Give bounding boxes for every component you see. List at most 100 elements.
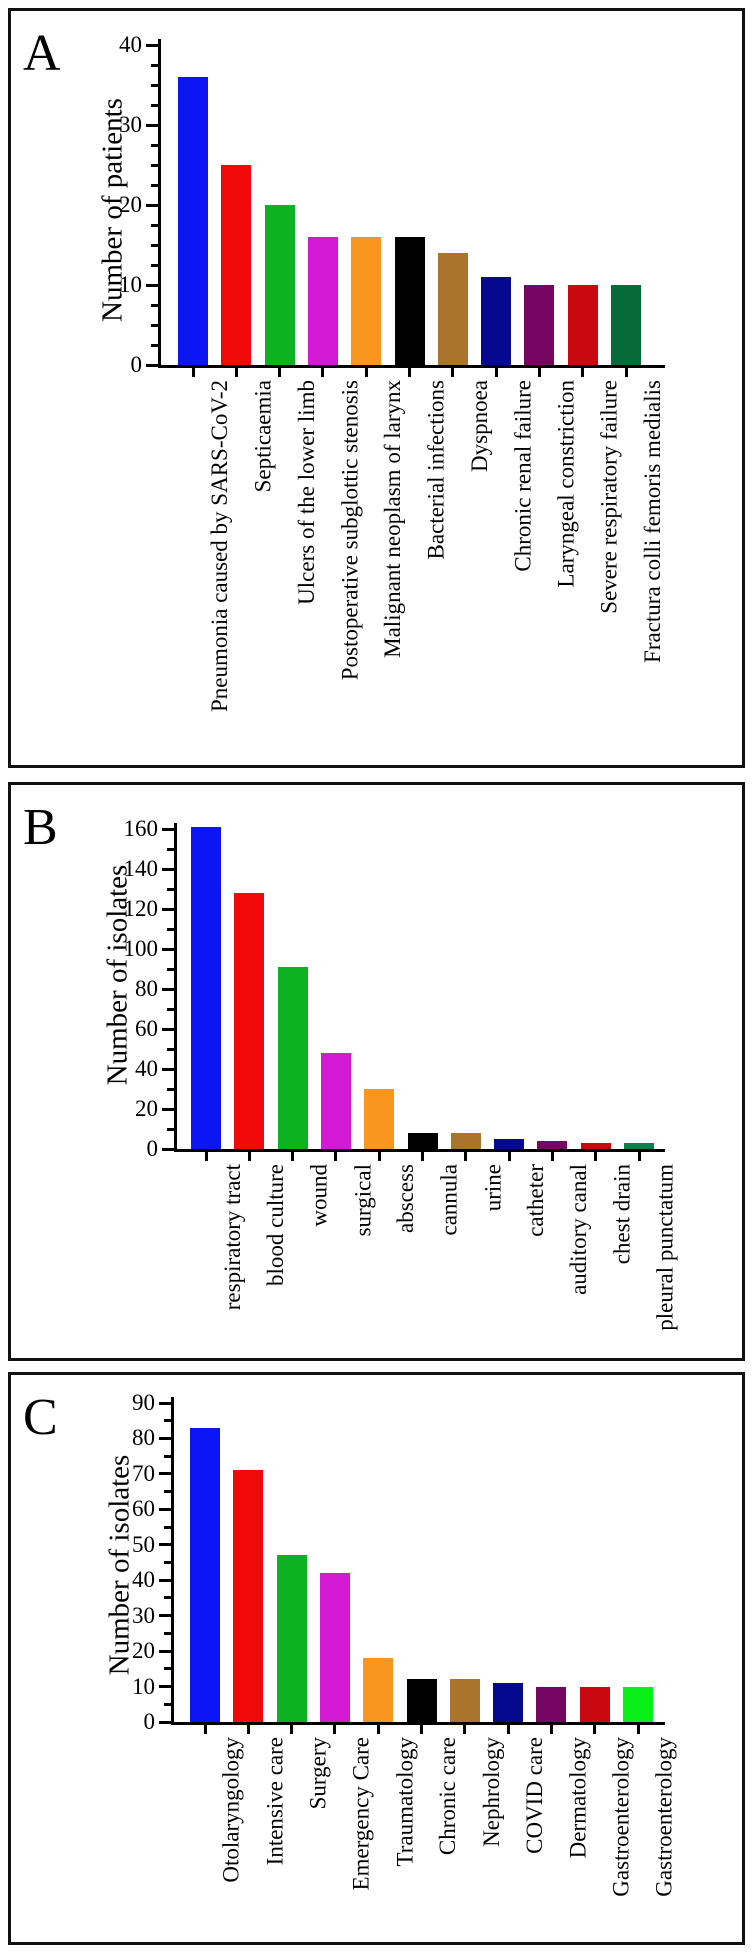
y-major-tick [159, 1543, 171, 1547]
bar [437, 253, 468, 365]
bar [191, 827, 221, 1149]
x-tick-label: Septicaemia [250, 380, 276, 493]
x-tick-label: urine [479, 1164, 505, 1212]
y-major-tick [159, 1578, 171, 1582]
y-tick-label: 20 [132, 1638, 155, 1664]
x-tick [594, 1152, 598, 1161]
bar [536, 1687, 567, 1722]
x-tick [408, 368, 411, 377]
y-major-tick [159, 1401, 171, 1405]
x-tick [550, 1152, 554, 1161]
x-axis-line [158, 365, 665, 368]
bar [493, 1683, 524, 1722]
y-axis-line [158, 39, 161, 368]
y-minor-tick [151, 163, 158, 167]
x-tick [278, 368, 282, 377]
x-tick-label: respiratory tract [220, 1164, 245, 1311]
bar [494, 1139, 525, 1149]
y-major-tick [159, 1685, 171, 1689]
y-major-tick [159, 1720, 171, 1724]
y-major-tick [146, 283, 158, 287]
y-major-tick [159, 1436, 171, 1440]
y-minor-tick [167, 967, 174, 971]
plot-area: 0 10 20 30 40 50 60 70 80 90 Otolaryngology Intensi… [11, 1375, 742, 1942]
x-tick-label: cannula [436, 1164, 462, 1236]
y-minor-tick [151, 183, 158, 187]
y-tick-label: 60 [132, 1496, 155, 1522]
y-axis-line [171, 1397, 174, 1725]
y-minor-tick [164, 1667, 171, 1671]
x-tick-label: Dyspnoea [466, 380, 492, 472]
y-minor-tick [164, 1561, 171, 1564]
bar [406, 1679, 437, 1722]
x-tick-label: Pneumonia caused by SARS-CoV-2 [207, 380, 232, 713]
x-tick-label: Chronic care [435, 1737, 461, 1856]
x-tick [191, 368, 195, 377]
bar [449, 1679, 480, 1722]
x-tick-label: Chronic renal failure [510, 380, 536, 572]
plot-area: 0 10 20 30 40 Pneumonia caused by SARS-CoV-2 S… [11, 11, 742, 765]
x-tick [234, 368, 238, 377]
bar [481, 277, 512, 365]
y-major-tick [159, 1507, 171, 1511]
bar [190, 1428, 220, 1722]
y-major-tick [162, 947, 174, 951]
bar [221, 165, 252, 365]
bar [234, 893, 265, 1149]
x-tick-label: Gastroenterology [652, 1737, 677, 1897]
x-tick [203, 1725, 207, 1734]
x-tick-label: Severe respiratory failure [596, 380, 622, 614]
x-tick [506, 1725, 510, 1734]
x-tick [247, 1152, 251, 1161]
x-tick-label: Intensive care [262, 1737, 288, 1866]
bar [307, 237, 338, 365]
bar [407, 1133, 438, 1149]
y-minor-tick [167, 927, 174, 931]
x-tick-label: Dermatology [565, 1737, 591, 1859]
y-tick-label: 40 [119, 32, 142, 57]
y-tick-label: 140 [123, 856, 159, 881]
y-minor-tick [167, 1127, 174, 1131]
x-tick-label: chest drain [609, 1164, 635, 1265]
bar [277, 967, 308, 1149]
y-minor-tick [151, 223, 158, 227]
figure-panel-c: C Number of isolates 0 10 20 30 40 50 60 70 80 90… [8, 1372, 745, 1945]
x-tick-label: Laryngeal constriction [553, 380, 579, 588]
x-tick [593, 1725, 597, 1734]
y-tick-label: 90 [132, 1390, 155, 1415]
y-minor-tick [151, 143, 158, 147]
x-tick-label: Fractura colli femoris medialis [640, 380, 665, 663]
y-minor-tick [167, 1047, 174, 1051]
y-tick-label: 50 [132, 1531, 155, 1557]
x-tick [624, 368, 628, 377]
y-major-tick [162, 1147, 174, 1151]
x-tick [377, 1152, 381, 1161]
y-tick-label: 80 [135, 976, 158, 1001]
bar [579, 1687, 610, 1722]
y-tick-label: 30 [132, 1602, 155, 1628]
y-major-tick [162, 987, 174, 991]
y-tick-label: 100 [123, 936, 159, 961]
x-tick-label: Ulcers of the lower limb [293, 380, 319, 605]
y-tick-label: 0 [146, 1136, 159, 1161]
bar [580, 1143, 611, 1149]
x-tick [376, 1725, 380, 1734]
x-tick [333, 1725, 337, 1734]
x-tick [494, 368, 498, 377]
bar [611, 285, 641, 365]
x-tick [420, 1725, 423, 1734]
y-tick-label: 10 [132, 1673, 155, 1699]
y-major-tick [162, 1027, 174, 1031]
x-tick-label: Otolaryngology [219, 1737, 244, 1883]
x-tick [421, 1152, 424, 1161]
y-minor-tick [151, 243, 158, 247]
x-tick [537, 368, 541, 377]
bar [364, 1089, 395, 1149]
y-minor-tick [164, 1596, 171, 1600]
y-tick-label: 0 [143, 1709, 156, 1734]
y-minor-tick [164, 1490, 171, 1494]
x-tick [581, 368, 585, 377]
bar [320, 1053, 351, 1149]
y-major-tick [159, 1472, 171, 1476]
y-minor-tick [151, 83, 158, 87]
